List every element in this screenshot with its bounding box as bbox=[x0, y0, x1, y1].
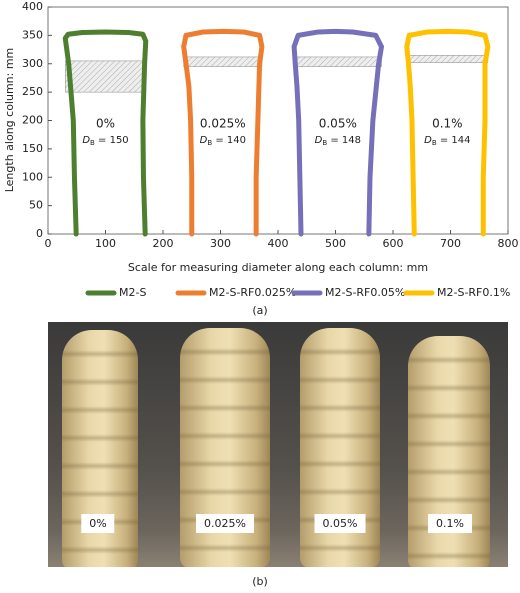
caption: (b) bbox=[252, 575, 268, 588]
photo-label: 0% bbox=[81, 514, 115, 533]
caption: (a) bbox=[252, 304, 267, 317]
y-tick-label: 400 bbox=[22, 0, 43, 13]
y-tick-label: 300 bbox=[22, 57, 43, 70]
db-label: DB = 148 bbox=[315, 135, 361, 147]
x-tick-label: 400 bbox=[268, 237, 289, 250]
db-symbol: D bbox=[82, 135, 90, 146]
y-tick-label: 100 bbox=[22, 170, 43, 183]
db-label: DB = 144 bbox=[424, 135, 470, 147]
x-axis-label: Scale for measuring diameter along each … bbox=[128, 261, 428, 274]
db-value: = 148 bbox=[327, 135, 361, 146]
y-tick-label: 250 bbox=[22, 85, 43, 98]
x-tick-label: 0 bbox=[45, 237, 52, 250]
y-tick-label: 0 bbox=[36, 227, 43, 240]
db-value: = 144 bbox=[437, 135, 471, 146]
y-tick-label: 50 bbox=[29, 199, 43, 212]
column-outline bbox=[181, 28, 265, 237]
hatched-band bbox=[406, 54, 489, 63]
x-tick-label: 800 bbox=[498, 237, 519, 250]
y-tick-label: 200 bbox=[22, 114, 43, 127]
db-label: DB = 150 bbox=[82, 135, 128, 147]
photo-label: 0.1% bbox=[428, 514, 472, 533]
x-tick-label: 100 bbox=[95, 237, 116, 250]
legend-label: M2-S-RF0.05% bbox=[325, 286, 405, 299]
photo: 0% 0.025% 0.05% 0.1% bbox=[48, 322, 508, 567]
db-symbol: D bbox=[200, 135, 208, 146]
hatched-band bbox=[65, 60, 146, 93]
db-value: = 150 bbox=[95, 135, 129, 146]
column-label: 0.1% bbox=[432, 117, 463, 131]
chart: Length along column: mm Scale for measur… bbox=[3, 0, 519, 317]
db-symbol: D bbox=[315, 135, 323, 146]
column-outline bbox=[404, 28, 491, 237]
db-subscript: B bbox=[207, 139, 212, 147]
y-tick-label: 350 bbox=[22, 28, 43, 41]
x-tick-label: 200 bbox=[153, 237, 174, 250]
hatched-band bbox=[183, 56, 263, 67]
y-axis-label: Length along column: mm bbox=[3, 48, 16, 193]
x-tick-label: 500 bbox=[325, 237, 346, 250]
column-label: 0.025% bbox=[200, 117, 246, 131]
db-value: = 140 bbox=[212, 135, 246, 146]
column-label: 0% bbox=[96, 117, 115, 131]
column-outline bbox=[291, 28, 384, 237]
column-label: 0.05% bbox=[319, 117, 357, 131]
legend-label: M2-S-RF0.025% bbox=[209, 286, 296, 299]
column-outline bbox=[62, 29, 149, 237]
x-tick-label: 300 bbox=[210, 237, 231, 250]
legend-label: M2-S bbox=[119, 286, 146, 299]
hatched-band bbox=[293, 56, 382, 67]
db-subscript: B bbox=[322, 139, 327, 147]
x-tick-label: 700 bbox=[440, 237, 461, 250]
x-tick-label: 600 bbox=[383, 237, 404, 250]
photo-label: 0.025% bbox=[196, 514, 254, 533]
db-symbol: D bbox=[424, 135, 432, 146]
db-label: DB = 140 bbox=[200, 135, 246, 147]
db-subscript: B bbox=[432, 139, 437, 147]
photo-label: 0.05% bbox=[314, 514, 366, 533]
db-subscript: B bbox=[90, 139, 95, 147]
y-tick-label: 150 bbox=[22, 142, 43, 155]
legend-label: M2-S-RF0.1% bbox=[437, 286, 510, 299]
